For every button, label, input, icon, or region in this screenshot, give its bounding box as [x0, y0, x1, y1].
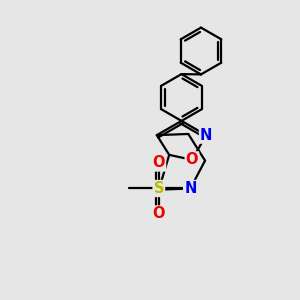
- Text: O: O: [153, 206, 165, 221]
- Text: N: N: [200, 128, 212, 143]
- Text: O: O: [186, 152, 198, 167]
- Text: S: S: [154, 181, 164, 196]
- Text: N: N: [184, 181, 196, 196]
- Text: O: O: [153, 155, 165, 170]
